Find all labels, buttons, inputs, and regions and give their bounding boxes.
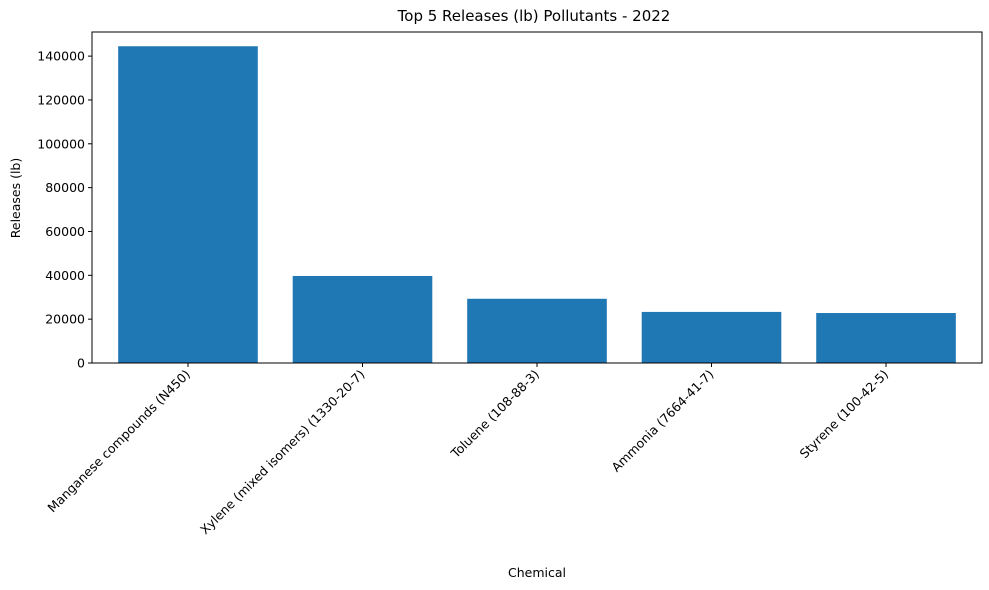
y-axis: 0 20000 40000 60000 80000 100000 120000 140000 (37, 49, 92, 371)
bar-1 (118, 46, 258, 363)
y-tick-label: 40000 (45, 268, 85, 283)
bars-group (118, 46, 956, 363)
x-tick-label: Toluene (108-88-3) (447, 367, 542, 462)
x-tick-label: Xylene (mixed isomers) (1330-20-7) (197, 367, 368, 538)
y-tick-label: 140000 (37, 49, 85, 64)
bar-4 (641, 311, 782, 363)
x-axis: Manganese compounds (N450) Xylene (mixed … (44, 363, 891, 537)
y-tick-label: 20000 (45, 312, 85, 327)
bar-5 (816, 313, 956, 363)
y-tick-label: 120000 (37, 92, 85, 107)
plot-frame (91, 31, 983, 364)
y-tick-label: 80000 (45, 180, 85, 195)
y-axis-title: Releases (lb) (8, 158, 23, 239)
bar-2 (292, 275, 433, 363)
x-tick-label: Styrene (100-42-5) (796, 367, 891, 462)
y-tick-label: 0 (77, 356, 85, 371)
chart-title: Top 5 Releases (lb) Pollutants - 2022 (397, 7, 671, 25)
bar-3 (467, 298, 607, 363)
x-tick-label: Manganese compounds (N450) (44, 367, 193, 516)
x-axis-title: Chemical (508, 565, 566, 580)
y-tick-label: 100000 (37, 136, 85, 151)
y-tick-label: 60000 (45, 224, 85, 239)
x-tick-label: Ammonia (7664-41-7) (608, 367, 716, 475)
